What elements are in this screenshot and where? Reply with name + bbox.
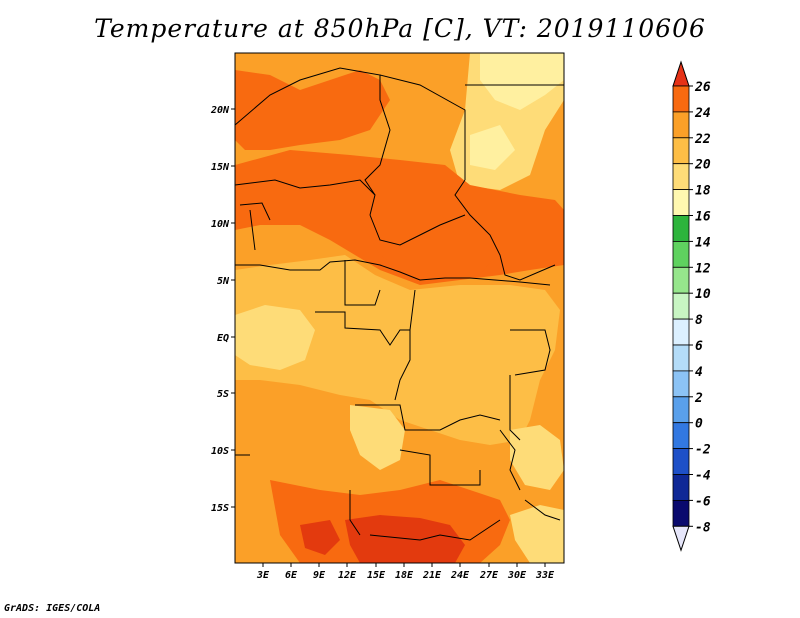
colorbar-swatch <box>672 396 690 424</box>
colorbar-bottom-arrow <box>672 525 690 552</box>
colorbar-label: 12 <box>695 261 711 276</box>
field-central-18 <box>235 255 560 445</box>
colorbar-swatch <box>672 422 690 450</box>
colorbar-swatch <box>672 448 690 475</box>
lon-label-3e: 3E <box>256 570 270 581</box>
field-east-cool <box>510 425 564 490</box>
lon-label-9e: 9E <box>313 570 326 581</box>
country-boundaries <box>234 67 564 541</box>
colorbar-swatch <box>672 266 690 294</box>
colorbar-swatch <box>672 137 690 165</box>
lon-label-33e: 33E <box>535 570 555 581</box>
lat-label-15n: 15N <box>211 162 230 173</box>
colorbar-label: 18 <box>695 184 711 199</box>
colorbar-swatch <box>672 240 690 268</box>
colorbar-swatch <box>672 85 690 113</box>
temperature-field <box>235 53 564 563</box>
lon-label-21e: 21E <box>422 570 442 581</box>
colorbar-swatch <box>672 189 690 216</box>
map-frame <box>234 52 565 564</box>
lon-label-30e: 30E <box>507 570 527 581</box>
colorbar-swatch <box>672 292 690 320</box>
colorbar-label: 10 <box>695 287 711 302</box>
lat-label-5s: 5S <box>217 389 229 400</box>
colorbar-swatch <box>672 163 690 190</box>
lon-axis <box>262 563 546 567</box>
field-gabon-cool <box>235 305 315 370</box>
colorbar-label: 0 <box>695 417 703 432</box>
grads-credit: GrADS: IGES/COLA <box>4 603 101 614</box>
lon-label-27e: 27E <box>479 570 499 581</box>
lon-label-6e: 6E <box>285 570 298 581</box>
map-title: Temperature at 850hPa [C], VT: 201911060… <box>94 14 706 43</box>
colorbar-label: 26 <box>694 80 711 95</box>
lat-label-10n: 10N <box>211 219 230 230</box>
colorbar-swatch <box>672 215 690 242</box>
lat-label-5n: 5N <box>217 276 230 287</box>
colorbar-swatch <box>672 499 690 527</box>
lat-label-15s: 15S <box>211 503 229 514</box>
colorbar-swatch <box>672 111 690 139</box>
field-ne-coolest <box>480 53 564 110</box>
colorbar-label: -8 <box>695 520 711 535</box>
colorbar-label: 8 <box>695 313 703 328</box>
lon-label-12e: 12E <box>338 570 357 581</box>
lon-label-18e: 18E <box>395 570 414 581</box>
field-angola-cool <box>350 405 405 470</box>
lon-label-24e: 24E <box>450 570 470 581</box>
colorbar-swatch <box>672 370 690 398</box>
field-ne-coolest-2 <box>470 125 515 170</box>
lat-label-eq: EQ <box>217 333 229 344</box>
colorbar-swatch <box>672 344 690 372</box>
colorbar-label: 20 <box>694 158 711 173</box>
colorbar-label: 6 <box>695 339 703 354</box>
colorbar-label: -4 <box>695 469 711 484</box>
colorbar-label: 16 <box>695 210 711 225</box>
field-south-hot-2 <box>300 520 340 555</box>
lat-axis <box>231 108 235 508</box>
colorbar-label: 24 <box>694 106 711 121</box>
colorbar-label: 14 <box>695 235 711 250</box>
field-car-warm <box>360 210 500 280</box>
colorbar-swatch <box>672 318 690 346</box>
colorbar-label: 22 <box>694 132 711 147</box>
field-east-cool-2 <box>510 505 564 563</box>
colorbar-label: 4 <box>695 365 703 380</box>
lat-label-20n: 20N <box>210 105 230 116</box>
field-nw-warm <box>235 70 390 150</box>
lat-label-10s: 10S <box>211 446 229 457</box>
colorbar-label: -2 <box>695 443 711 458</box>
lon-label-15e: 15E <box>367 570 386 581</box>
colorbar-top-arrow <box>672 60 690 87</box>
colorbar-label: -6 <box>695 494 711 509</box>
colorbar-swatch <box>672 474 690 501</box>
colorbar-label: 2 <box>694 391 703 406</box>
